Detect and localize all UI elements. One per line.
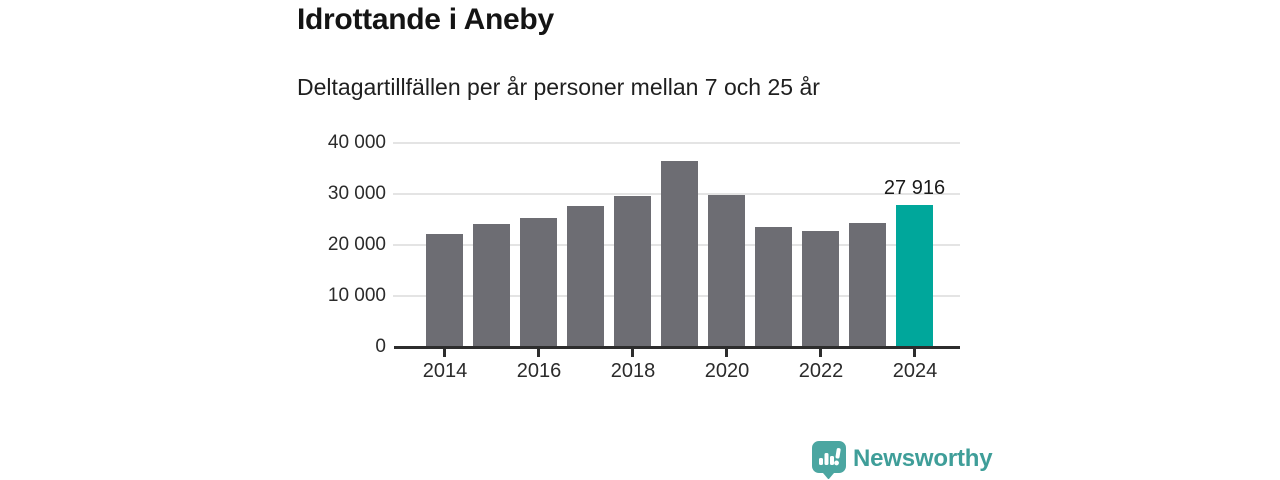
y-axis-tick-label: 40 000 (327, 132, 386, 153)
newsworthy-logo-icon (812, 441, 846, 480)
newsworthy-logo[interactable]: Newsworthy (812, 441, 993, 480)
x-axis-tick-label: 2024 (892, 360, 938, 382)
x-axis-tick (725, 349, 728, 357)
bar-2020 (708, 195, 745, 347)
x-axis-tick (913, 349, 916, 357)
bar-2024 (896, 205, 933, 347)
newsworthy-logo-text: Newsworthy (853, 445, 993, 472)
x-axis-tick (631, 349, 634, 357)
x-axis-tick-label: 2018 (610, 360, 656, 382)
bar-2023 (849, 223, 886, 347)
y-axis-tick-label: 0 (375, 336, 386, 357)
chart-subtitle: Deltagartillfällen per år personer mella… (297, 74, 820, 100)
x-axis-tick-label: 2016 (516, 360, 562, 382)
y-axis-tick-label: 30 000 (327, 183, 386, 204)
bar-2015 (473, 224, 510, 347)
x-axis-line (394, 346, 960, 349)
x-axis-tick-label: 2020 (704, 360, 750, 382)
bar-2021 (755, 227, 792, 347)
gridline (393, 142, 960, 144)
bar-2022 (802, 231, 839, 347)
y-axis-tick-label: 20 000 (327, 234, 386, 255)
x-axis-tick (537, 349, 540, 357)
x-axis-tick-label: 2022 (798, 360, 844, 382)
bar-2014 (426, 234, 463, 347)
x-axis-tick (443, 349, 446, 357)
page-title: Idrottande i Aneby (297, 3, 554, 36)
x-axis-tick-label: 2014 (422, 360, 468, 382)
value-label-2024: 27 916 (883, 177, 946, 199)
y-axis-tick-label: 10 000 (327, 285, 386, 306)
bar-2018 (614, 196, 651, 347)
bar-2016 (520, 218, 557, 347)
bar-2017 (567, 206, 604, 347)
bar-2019 (661, 161, 698, 347)
x-axis-tick (819, 349, 822, 357)
